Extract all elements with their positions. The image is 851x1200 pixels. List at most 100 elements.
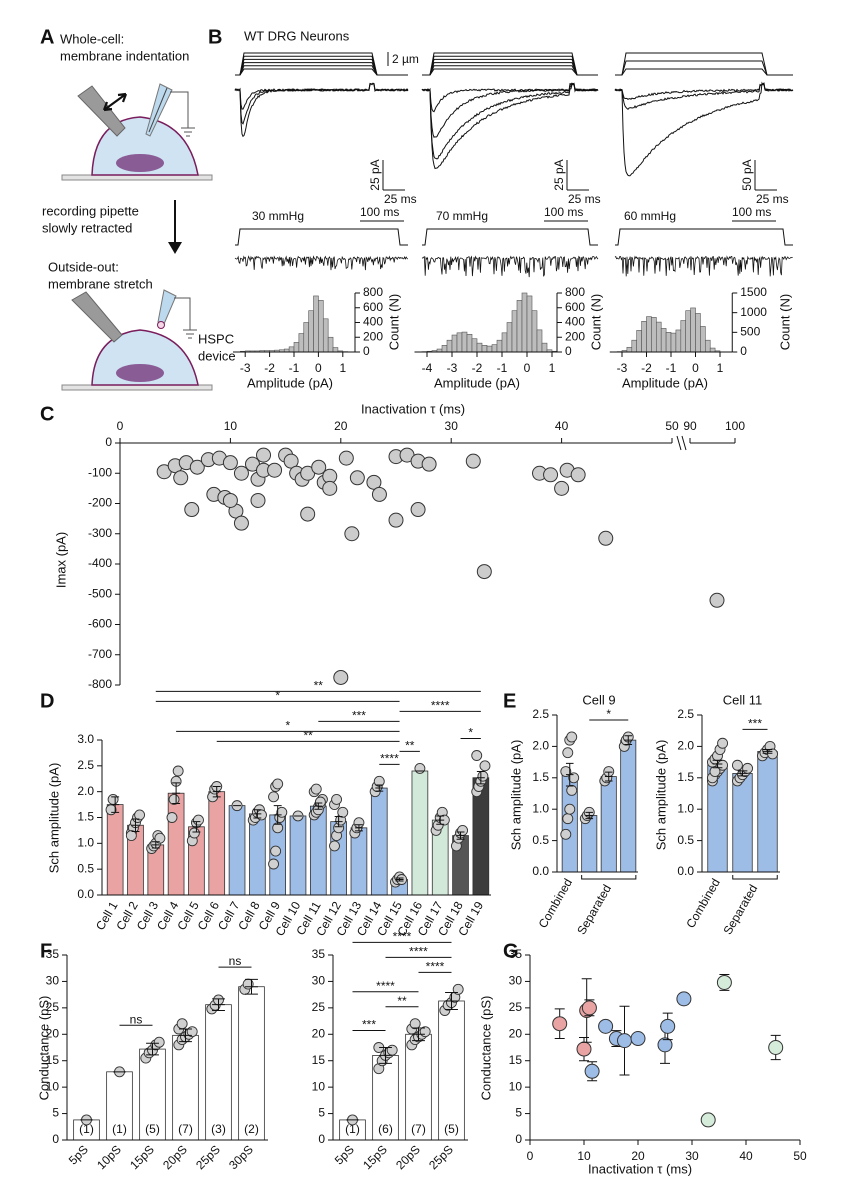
scale-label: 25 pA bbox=[368, 159, 382, 190]
arrow-head bbox=[168, 242, 182, 254]
histogram-bar bbox=[496, 339, 503, 353]
x-tick-label: 20 bbox=[334, 419, 348, 433]
group-bracket bbox=[732, 875, 778, 880]
pressure-step bbox=[615, 228, 793, 246]
y-tick-label: 0 bbox=[363, 344, 370, 358]
x-tick-label: 10 bbox=[577, 1149, 591, 1163]
panel-label: A bbox=[40, 26, 54, 48]
error-bar bbox=[585, 811, 594, 820]
y-axis-label: Conductance (pS) bbox=[478, 996, 493, 1101]
histogram-bar bbox=[293, 342, 300, 353]
histogram-bar bbox=[626, 346, 633, 353]
x-axis-label: Amplitude (pA) bbox=[434, 375, 520, 390]
pressure-step bbox=[422, 228, 598, 246]
error-bar bbox=[762, 749, 773, 754]
group-bracket bbox=[581, 875, 637, 880]
significance-label: *** bbox=[352, 709, 366, 723]
error-bar bbox=[146, 1042, 159, 1056]
data-point bbox=[189, 459, 205, 475]
histogram-bar bbox=[646, 316, 652, 353]
x-axis-label: Inactivation τ (ms) bbox=[361, 401, 465, 416]
panel-label: D bbox=[40, 690, 54, 712]
histogram-bar bbox=[651, 317, 657, 353]
histogram-bar bbox=[501, 332, 508, 353]
significance-label: **** bbox=[431, 699, 450, 713]
histogram-bar bbox=[461, 331, 468, 353]
y-tick-label: 15 bbox=[509, 1053, 523, 1067]
y-tick-label: 1000 bbox=[740, 305, 767, 319]
error-bar bbox=[245, 978, 258, 995]
y-tick-label: 25 bbox=[312, 1000, 326, 1014]
y-tick-label: -400 bbox=[88, 556, 112, 570]
stimulus-trace bbox=[235, 65, 408, 76]
histogram-bar bbox=[670, 332, 677, 353]
schematic-label: recording pipette bbox=[42, 203, 139, 218]
error-bar bbox=[151, 841, 160, 849]
schematic-label: Outside-out: bbox=[48, 259, 119, 274]
data-point bbox=[270, 845, 282, 857]
wire bbox=[174, 297, 191, 330]
x-tick-label: -1 bbox=[666, 361, 677, 375]
y-tick-label: 30 bbox=[509, 974, 523, 988]
x-tick-label: 0 bbox=[315, 361, 322, 375]
significance-label: ** bbox=[405, 739, 415, 753]
n-label: (1) bbox=[112, 1122, 127, 1136]
y-tick-label: -500 bbox=[88, 586, 112, 600]
scale-label: 25 ms bbox=[756, 192, 789, 206]
schematic-label: slowly retracted bbox=[42, 220, 132, 235]
y-tick-label: 10 bbox=[46, 1079, 60, 1093]
y-tick-label: 15 bbox=[46, 1053, 60, 1067]
y-tick-label: 600 bbox=[565, 300, 585, 314]
data-point bbox=[566, 731, 578, 743]
data-point bbox=[371, 486, 387, 502]
stimulus-trace bbox=[235, 52, 408, 76]
histogram-bar bbox=[709, 347, 716, 353]
histogram-bar bbox=[516, 300, 523, 353]
n-label: (3) bbox=[211, 1122, 226, 1136]
data-point bbox=[560, 828, 572, 840]
data-point bbox=[388, 512, 404, 528]
schematic-label: membrane stretch bbox=[48, 276, 153, 291]
x-tick-label: Separated bbox=[721, 882, 761, 937]
panel-label: E bbox=[503, 690, 516, 712]
current-trace bbox=[614, 81, 794, 177]
histogram-bar bbox=[446, 339, 453, 353]
histogram-bar bbox=[456, 332, 463, 353]
y-tick-label: 2.0 bbox=[532, 739, 549, 753]
y-tick-label: 0 bbox=[515, 1132, 522, 1146]
data-point bbox=[172, 765, 184, 777]
data-point bbox=[276, 806, 288, 818]
scale-label: 50 pA bbox=[740, 159, 754, 190]
x-tick-label: 0 bbox=[524, 361, 531, 375]
data-point bbox=[338, 450, 354, 466]
scale-label: 100 ms bbox=[732, 205, 771, 219]
data-point bbox=[107, 793, 119, 805]
x-tick-label: 15pS bbox=[127, 1142, 157, 1172]
bar bbox=[581, 815, 598, 873]
y-tick-label: 0.5 bbox=[532, 833, 549, 847]
data-point bbox=[554, 480, 570, 496]
data-point bbox=[256, 447, 272, 463]
n-label: (5) bbox=[444, 1122, 459, 1136]
x-tick-label: Combined bbox=[683, 876, 722, 930]
n-label: (1) bbox=[79, 1122, 94, 1136]
y-tick-label: 5 bbox=[318, 1106, 325, 1120]
significance-label: ** bbox=[303, 729, 313, 743]
stimulus-trace bbox=[422, 65, 598, 76]
x-tick-label: -2 bbox=[472, 361, 483, 375]
y-tick-label: 2.5 bbox=[677, 707, 694, 721]
y-tick-label: 0.0 bbox=[77, 887, 94, 901]
x-tick-label: 50 bbox=[793, 1149, 807, 1163]
y-tick-label: 1.0 bbox=[532, 801, 549, 815]
pipette bbox=[157, 289, 177, 325]
y-tick-label: 5 bbox=[515, 1106, 522, 1120]
histogram-bar bbox=[511, 310, 518, 353]
y-tick-label: 0 bbox=[105, 435, 112, 449]
y-tick-label: 35 bbox=[312, 947, 326, 961]
y-tick-label: 20 bbox=[46, 1026, 60, 1040]
single-channel-trace bbox=[421, 255, 599, 278]
x-tick-label: 30 bbox=[445, 419, 459, 433]
data-point bbox=[598, 1018, 614, 1034]
significance-label: **** bbox=[380, 752, 399, 766]
